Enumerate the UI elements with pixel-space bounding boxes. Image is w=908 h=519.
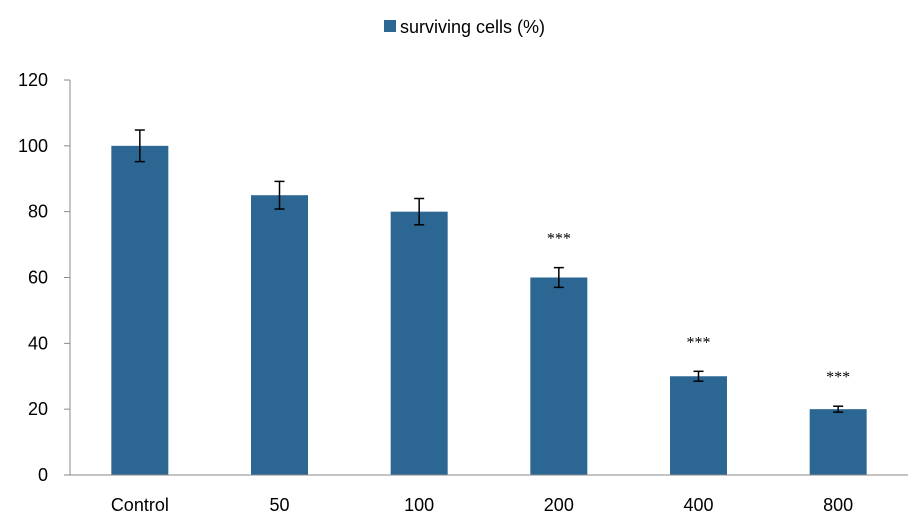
x-axis: Control 50 100 200 400 800 — [111, 495, 853, 515]
bar-200 — [530, 277, 588, 475]
bar-100 — [390, 211, 448, 475]
y-tick-label: 20 — [28, 399, 48, 419]
error-bar — [414, 197, 425, 226]
error-bar — [833, 405, 844, 413]
y-tick-label: 0 — [38, 465, 48, 485]
bar-50 — [251, 195, 308, 476]
significance-label: *** — [687, 334, 711, 351]
y-tick-label: 80 — [28, 202, 48, 222]
x-tick-label: 50 — [269, 495, 289, 514]
bars: *** *** *** — [111, 129, 867, 476]
y-tick-label: 60 — [28, 268, 48, 288]
x-tick-label: 400 — [683, 495, 713, 514]
error-bar — [134, 129, 145, 163]
x-tick-label: Control — [111, 495, 169, 514]
y-tick-label: 100 — [18, 136, 48, 156]
x-tick-label: 200 — [544, 495, 574, 514]
significance-label: *** — [826, 369, 850, 386]
bar-control — [111, 145, 169, 476]
y-tick-label: 40 — [28, 333, 48, 353]
bar-400 — [670, 376, 727, 475]
bar-800 — [809, 409, 867, 475]
y-axis: 0 20 40 60 80 100 120 — [18, 70, 70, 485]
significance-label: *** — [547, 231, 571, 248]
y-tick-label: 120 — [18, 70, 48, 90]
error-bar — [553, 266, 564, 289]
error-bar — [274, 180, 285, 210]
x-tick-label: 800 — [823, 495, 853, 514]
legend-label: surviving cells (%) — [400, 17, 545, 37]
x-tick-label: 100 — [404, 495, 434, 514]
legend: surviving cells (%) — [384, 17, 545, 37]
legend-swatch — [384, 20, 396, 32]
error-bar — [693, 370, 704, 382]
